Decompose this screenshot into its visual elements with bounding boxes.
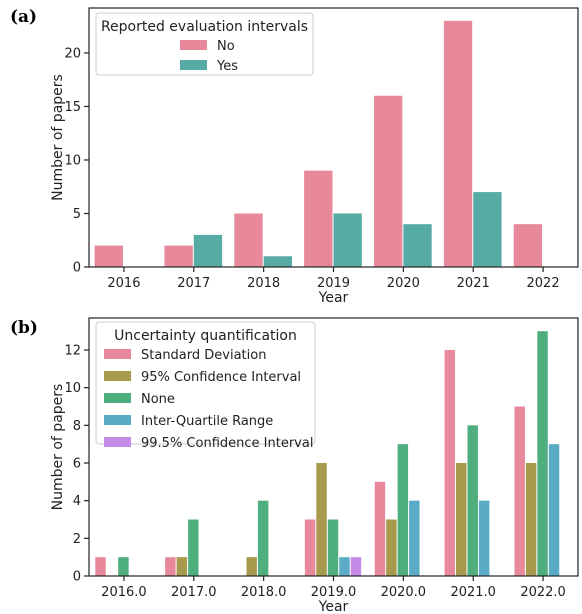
y-tick-label: 4: [73, 494, 81, 509]
x-tick-label: 2016: [107, 276, 140, 291]
bar-none-2020-0: [397, 444, 409, 576]
x-tick-label: 2020.0: [381, 585, 427, 600]
panel-label: (b): [10, 318, 38, 338]
y-tick-label: 0: [73, 570, 81, 585]
legend-swatch: [180, 60, 207, 70]
y-tick-label: 6: [73, 457, 81, 472]
bar-yes-2019: [333, 213, 362, 267]
y-tick-label: 15: [64, 100, 81, 115]
chart-panel-b: (b) 0 2 4 6 8 10 12 2016.0 2017.0 2018.0 2019.0 2020…: [10, 317, 579, 614]
y-tick-label: 8: [73, 419, 81, 434]
legend: Uncertainty quantification Standard Devia…: [95, 321, 316, 451]
legend-title: Reported evaluation intervals: [101, 19, 308, 35]
bar-standard-deviation-2017-0: [165, 557, 176, 576]
x-tick-label: 2022.0: [520, 585, 566, 600]
legend-entry-label: 95% Confidence Interval: [141, 370, 301, 385]
bar-95-confidence-interval-2019-0: [316, 463, 327, 576]
x-tick-label: 2021.0: [450, 585, 496, 600]
x-tick-label: 2020: [387, 276, 420, 291]
legend-entry-label: No: [217, 39, 235, 54]
bar-none-2022-0: [537, 331, 548, 576]
legend-swatch: [104, 393, 131, 403]
bar-standard-deviation-2020-0: [374, 481, 386, 576]
bar-none-2019-0: [327, 519, 339, 576]
bar-no-2019: [304, 170, 333, 267]
bar-none-2021-0: [467, 425, 478, 576]
panel-label: (a): [10, 7, 37, 27]
legend-entry-label: None: [141, 392, 175, 407]
legend-frame: [95, 321, 316, 445]
bar-95-confidence-interval-2017-0: [176, 557, 188, 576]
x-tick-label: 2016.0: [101, 585, 147, 600]
bar-none-2016-0: [118, 557, 129, 576]
x-tick-label: 2019: [317, 276, 350, 291]
x-tick-label: 2018: [247, 276, 280, 291]
bar-no-2018: [234, 213, 263, 267]
legend-swatch: [104, 415, 131, 425]
bar-inter-quartile-range-2020-0: [409, 500, 420, 576]
bar-95-confidence-interval-2018-0: [246, 557, 257, 576]
bar-95-confidence-interval-2022-0: [525, 463, 537, 576]
x-tick-label: 2018.0: [241, 585, 287, 600]
y-tick-label: 12: [64, 344, 81, 359]
x-axis-label: Year: [318, 290, 349, 306]
y-tick-label: 20: [64, 46, 81, 61]
bar-yes-2021: [473, 192, 502, 267]
bar-no-2017: [164, 245, 193, 267]
y-tick-label: 0: [73, 261, 81, 276]
legend-entry-label: Yes: [216, 59, 238, 74]
bar-95-confidence-interval-2020-0: [386, 519, 397, 576]
legend-title: Uncertainty quantification: [114, 328, 297, 344]
bar-inter-quartile-range-2019-0: [339, 557, 350, 576]
x-tick-label: 2017: [177, 276, 210, 291]
legend-swatch: [180, 40, 207, 50]
x-tick-label: 2017.0: [171, 585, 217, 600]
y-tick-label: 10: [64, 153, 81, 168]
legend: Reported evaluation intervals No Yes: [95, 12, 314, 76]
bar-standard-deviation-2016-0: [95, 557, 106, 576]
bar-none-2017-0: [188, 519, 199, 576]
bar-no-2020: [374, 95, 403, 267]
bar-no-2021: [443, 20, 473, 268]
bar-inter-quartile-range-2021-0: [478, 500, 490, 576]
legend-swatch: [104, 437, 131, 447]
y-tick-label: 5: [73, 207, 81, 222]
legend-entry-label: Inter-Quartile Range: [141, 414, 273, 429]
legend-entry-label: 99.5% Confidence Interval: [141, 436, 313, 451]
x-tick-label: 2019.0: [311, 585, 357, 600]
bar-99-5-confidence-interval-2019-0: [350, 557, 362, 576]
y-tick-label: 2: [73, 532, 81, 547]
y-tick-label: 10: [64, 381, 81, 396]
bar-yes-2017: [193, 234, 223, 267]
bar-inter-quartile-range-2022-0: [548, 444, 560, 576]
bar-standard-deviation-2022-0: [514, 406, 525, 576]
x-tick-label: 2022: [527, 276, 560, 291]
bar-no-2016: [94, 245, 123, 267]
chart-panel-a: (a) 0 5 10 15 20 2016 2017 2018 2019 2020 2021 2022 Y…: [10, 7, 579, 306]
bar-none-2018-0: [257, 500, 269, 576]
legend-swatch: [104, 349, 131, 359]
bar-no-2022: [513, 224, 543, 267]
x-tick-label: 2021: [457, 276, 490, 291]
legend-entry-label: Standard Deviation: [141, 348, 266, 363]
bar-95-confidence-interval-2021-0: [456, 463, 467, 576]
bar-standard-deviation-2019-0: [304, 519, 316, 576]
bar-standard-deviation-2021-0: [444, 350, 456, 576]
y-axis-label: Number of papers: [50, 74, 66, 201]
x-axis-label: Year: [318, 599, 349, 614]
y-axis-label: Number of papers: [50, 384, 66, 511]
bar-yes-2020: [403, 224, 432, 267]
legend-swatch: [104, 371, 131, 381]
bar-yes-2018: [263, 256, 292, 267]
